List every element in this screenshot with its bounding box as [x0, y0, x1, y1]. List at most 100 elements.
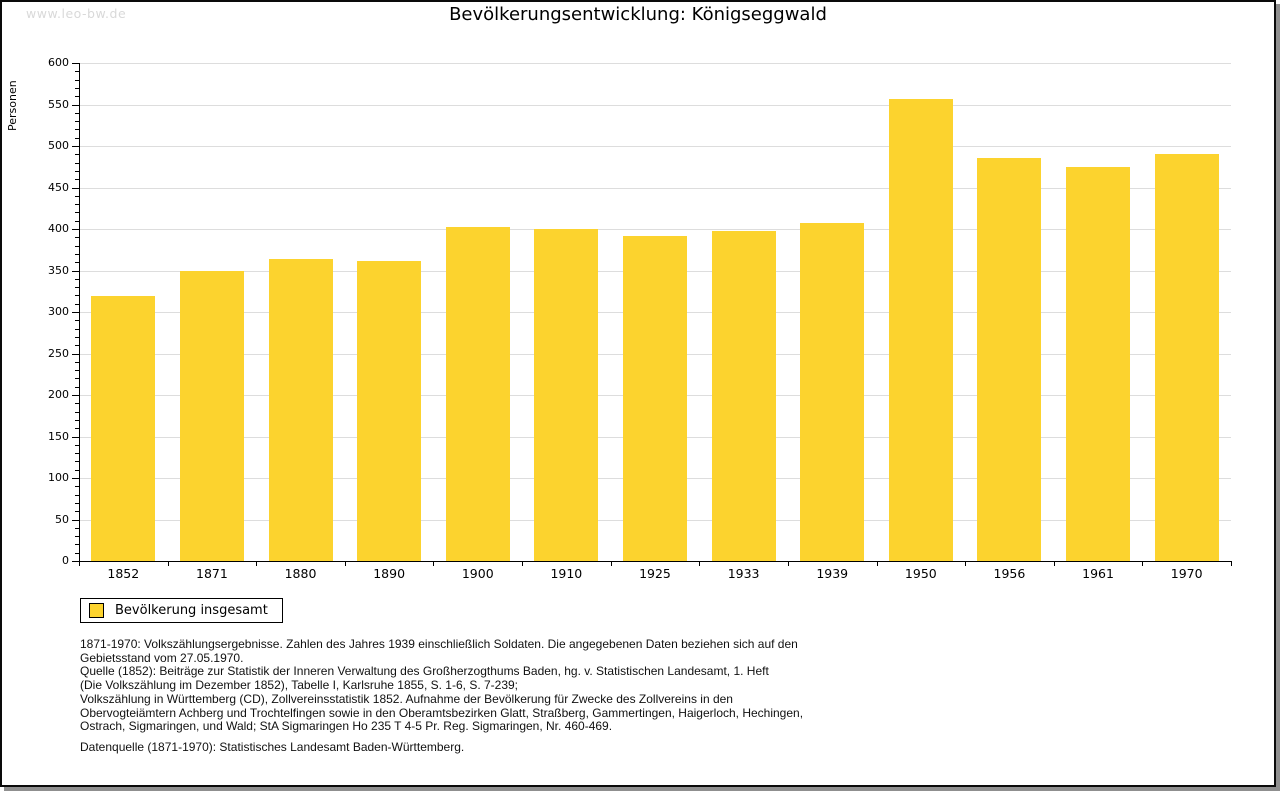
y-tick-major-500	[72, 146, 79, 147]
y-tick-minor-20	[75, 544, 79, 546]
y-tick-major-400	[72, 229, 79, 230]
x-tick-3	[344, 561, 346, 566]
y-tick-minor-60	[75, 511, 79, 513]
y-tick-major-300	[72, 312, 79, 313]
bar-1852	[91, 296, 156, 561]
y-tick-minor-40	[75, 527, 79, 529]
footnote-line-7: Ostrach, Sigmaringen, und Wald; StA Sigm…	[80, 719, 613, 734]
y-tick-label-600: 600	[48, 56, 69, 69]
x-tick-label-1933: 1933	[727, 566, 760, 581]
y-tick-major-0	[72, 561, 79, 562]
bar-1939	[800, 223, 865, 561]
gridline-600	[79, 63, 1231, 64]
y-tick-minor-170	[75, 419, 79, 421]
footnote-line-6: Obervogteiämtern Achberg und Trochtelfin…	[80, 705, 804, 720]
bar-1950	[888, 98, 953, 561]
y-tick-minor-480	[75, 162, 79, 164]
watermark: www.leo-bw.de	[26, 6, 127, 21]
gridline-550	[79, 104, 1231, 106]
y-tick-minor-130	[75, 453, 79, 455]
y-tick-minor-490	[75, 154, 79, 156]
y-tick-label-250: 250	[48, 346, 69, 360]
y-tick-minor-230	[75, 370, 79, 372]
footnote-line-5: Volkszählung in Württemberg (CD), Zollve…	[80, 691, 733, 706]
y-tick-minor-540	[75, 112, 79, 114]
y-tick-label-550: 550	[48, 97, 69, 111]
bar-1890	[357, 261, 422, 561]
y-tick-minor-440	[75, 195, 79, 197]
x-tick-label-1880: 1880	[284, 566, 317, 581]
y-tick-major-550	[72, 104, 79, 106]
y-tick-label-450: 450	[48, 180, 69, 194]
legend: Bevölkerung insgesamt	[80, 598, 283, 623]
x-tick-4	[433, 561, 435, 566]
x-tick-label-1852: 1852	[107, 566, 140, 581]
y-tick-minor-180	[75, 411, 79, 413]
y-tick-label-300: 300	[48, 305, 69, 318]
y-tick-minor-310	[75, 303, 79, 305]
y-tick-major-100	[72, 478, 79, 479]
y-tick-minor-190	[75, 403, 79, 405]
x-tick-2	[256, 561, 258, 566]
legend-label: Bevölkerung insgesamt	[115, 603, 268, 618]
x-tick-13	[1231, 561, 1232, 566]
gridline-450	[79, 187, 1231, 189]
y-tick-minor-120	[75, 461, 79, 463]
y-tick-label-500: 500	[48, 139, 69, 152]
y-tick-minor-520	[75, 129, 79, 131]
y-tick-minor-580	[75, 79, 79, 81]
bar-1956	[977, 158, 1042, 561]
y-tick-minor-10	[75, 552, 79, 554]
x-tick-label-1961: 1961	[1082, 566, 1114, 581]
y-tick-minor-240	[75, 361, 79, 363]
bar-1970	[1154, 154, 1219, 561]
y-tick-major-150	[72, 436, 79, 438]
x-tick-label-1970: 1970	[1170, 566, 1203, 581]
y-tick-label-400: 400	[48, 222, 69, 235]
y-tick-label-350: 350	[48, 263, 69, 277]
datasource-line: Datenquelle (1871-1970): Statistisches L…	[80, 740, 465, 754]
x-tick-label-1939: 1939	[816, 566, 849, 581]
x-tick-label-1871: 1871	[196, 566, 228, 581]
y-tick-minor-460	[75, 179, 79, 181]
y-tick-minor-390	[75, 237, 79, 239]
y-tick-minor-210	[75, 386, 79, 388]
legend-swatch-icon	[89, 603, 104, 618]
y-tick-minor-80	[75, 494, 79, 496]
y-tick-minor-260	[75, 345, 79, 347]
x-tick-8	[787, 561, 789, 566]
footnote-line-1: 1871-1970: Volkszählungsergebnisse. Zahl…	[80, 637, 798, 651]
x-tick-label-1910: 1910	[550, 566, 583, 581]
bar-1961	[1066, 166, 1131, 561]
bar-1880	[268, 258, 333, 561]
y-tick-minor-470	[75, 170, 79, 172]
y-tick-major-200	[72, 395, 79, 396]
y-tick-minor-160	[75, 428, 79, 430]
y-tick-label-200: 200	[48, 388, 69, 401]
y-tick-minor-320	[75, 295, 79, 297]
y-tick-minor-110	[75, 469, 79, 471]
footnotes: 1871-1970: Volkszählungsergebnisse. Zahl…	[80, 637, 804, 734]
x-tick-12	[1142, 561, 1144, 566]
y-tick-major-450	[72, 187, 79, 189]
footnote-line-2: Gebietsstand vom 27.05.1970.	[80, 650, 244, 665]
y-tick-minor-140	[75, 444, 79, 446]
y-axis-line	[79, 63, 80, 562]
gridline-400	[79, 229, 1231, 230]
y-tick-minor-420	[75, 212, 79, 214]
x-axis-line	[79, 561, 1232, 562]
bar-1871	[179, 271, 244, 561]
y-tick-minor-410	[75, 220, 79, 222]
y-tick-minor-360	[75, 262, 79, 264]
y-tick-minor-340	[75, 278, 79, 280]
y-tick-major-600	[72, 63, 79, 64]
y-tick-major-50	[72, 519, 79, 521]
x-tick-10	[965, 561, 967, 566]
y-tick-minor-220	[75, 378, 79, 380]
x-tick-7	[699, 561, 701, 566]
x-tick-9	[876, 561, 878, 566]
y-tick-minor-370	[75, 253, 79, 255]
bar-1925	[623, 235, 687, 561]
